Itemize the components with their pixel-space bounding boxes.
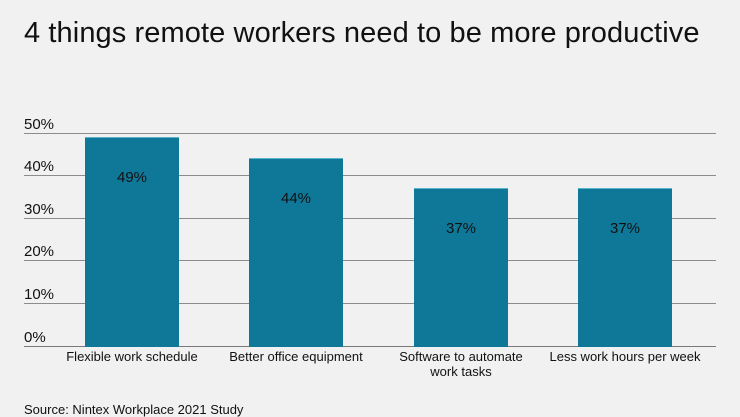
y-tick-label: 40% bbox=[24, 158, 55, 175]
gridline-50 bbox=[24, 133, 716, 134]
bar-better-office-equipment: 44% bbox=[249, 158, 343, 347]
gridline-30 bbox=[24, 218, 716, 219]
source-note: Source: Nintex Workplace 2021 Study bbox=[24, 402, 244, 417]
gridline-10 bbox=[24, 303, 716, 304]
bar-value-label: 37% bbox=[609, 220, 641, 237]
x-axis-baseline bbox=[24, 346, 716, 347]
y-tick-label: 10% bbox=[24, 286, 55, 303]
chart-title: 4 things remote workers need to be more … bbox=[24, 17, 700, 49]
bar-software-to-automate: 37% bbox=[414, 188, 508, 347]
gridline-20 bbox=[24, 260, 716, 261]
x-category-label: Software to automate work tasks bbox=[399, 349, 523, 379]
x-category-label: Better office equipment bbox=[229, 349, 363, 364]
bar-value-label: 49% bbox=[116, 169, 148, 186]
gridline-40 bbox=[24, 175, 716, 176]
x-category-label: Less work hours per week bbox=[549, 349, 701, 364]
y-tick-label: 30% bbox=[24, 201, 55, 218]
bar-value-label: 44% bbox=[280, 190, 312, 207]
y-tick-label: 50% bbox=[24, 116, 55, 133]
bar-flexible-work-schedule: 49% bbox=[85, 137, 179, 347]
y-tick-label: 0% bbox=[24, 329, 46, 346]
y-tick-label: 20% bbox=[24, 243, 55, 260]
bar-value-label: 37% bbox=[445, 220, 477, 237]
x-category-label: Flexible work schedule bbox=[66, 349, 198, 364]
bar-less-work-hours: 37% bbox=[578, 188, 672, 347]
